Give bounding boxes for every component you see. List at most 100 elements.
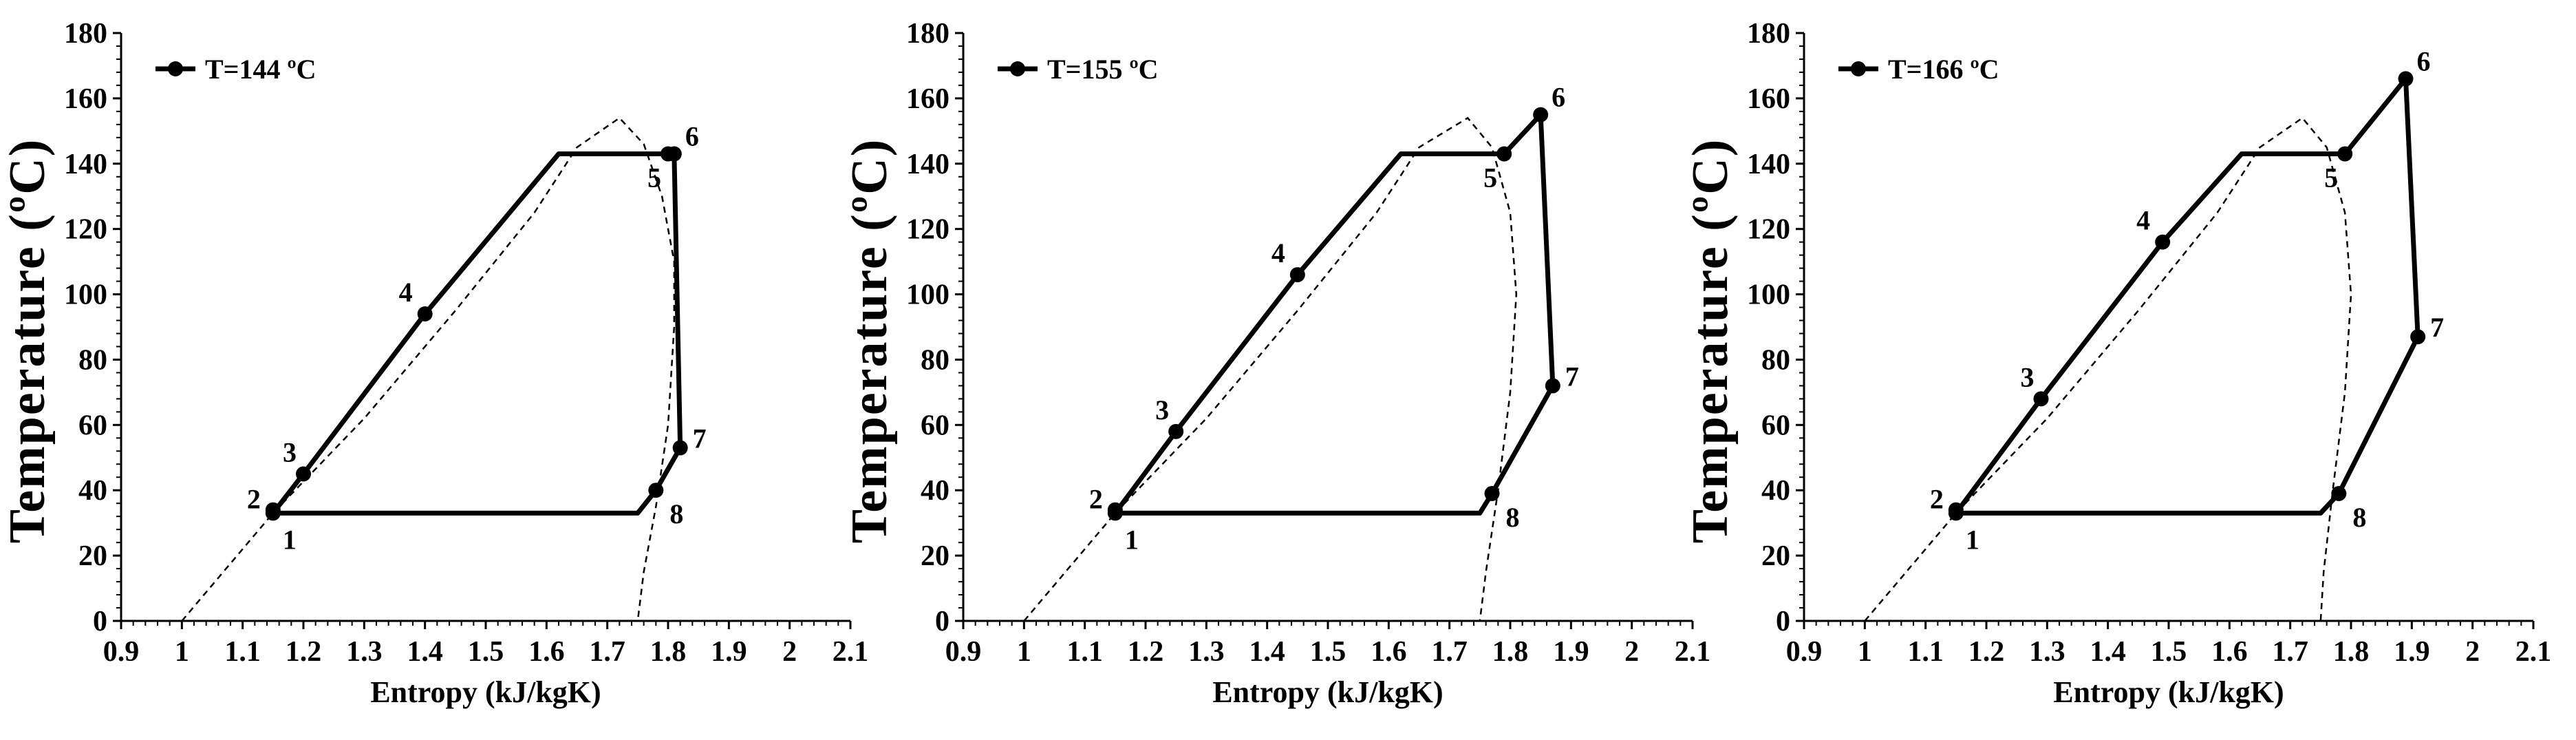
state-point-label-7: 7 (2430, 312, 2444, 343)
cycle-line (271, 151, 683, 516)
x-tick-label: 1.1 (224, 636, 261, 668)
y-tick-label: 40 (921, 475, 949, 507)
state-point-label-7: 7 (693, 423, 707, 454)
legend-text: T=144 ºC (205, 54, 316, 85)
legend-text: T=155 ºC (1047, 54, 1159, 85)
y-tick-label: 20 (921, 540, 949, 572)
state-point-6 (1533, 107, 1549, 123)
state-point-label-3: 3 (283, 437, 297, 468)
state-point-label-2: 2 (1930, 484, 1944, 515)
cycle-line (1954, 76, 2421, 516)
state-point-7 (1545, 378, 1560, 394)
legend-text: T=166 ºC (1888, 54, 1999, 85)
y-tick-label: 40 (78, 475, 107, 507)
state-point-label-3: 3 (1155, 394, 1169, 425)
state-point-4 (1289, 267, 1305, 283)
state-point-label-8: 8 (1506, 502, 1520, 533)
state-point-6 (666, 146, 682, 162)
state-point-label-4: 4 (1271, 237, 1285, 268)
state-point-5 (1496, 146, 1512, 162)
x-tick-label: 2.1 (833, 636, 869, 668)
state-point-4 (2155, 234, 2171, 250)
x-tick-label: 1.4 (407, 636, 443, 668)
chart-panel-2: 0 20 40 60 80 100 120 140 160 180 0.9 1 1.1 1.2 1.3 1.4… (841, 18, 1710, 709)
y-tick-label: 100 (1747, 279, 1790, 311)
cycle-line (1113, 112, 1556, 516)
legend-marker (168, 61, 183, 76)
legend-marker (1010, 61, 1025, 76)
x-tick-label: 1.5 (1310, 636, 1346, 668)
y-tick-label: 140 (906, 149, 949, 180)
x-tick-label: 1.8 (1492, 636, 1529, 668)
x-tick-label: 1.8 (2333, 636, 2370, 668)
state-point-7 (2410, 329, 2426, 345)
state-point-8 (2331, 485, 2347, 501)
y-tick-label: 120 (1747, 214, 1790, 246)
state-point-label-1: 1 (1966, 524, 1979, 555)
x-tick-label: 1.9 (711, 636, 747, 668)
legend-marker (1851, 61, 1866, 76)
y-tick-label: 20 (78, 540, 107, 572)
chart-panel-3: 0 20 40 60 80 100 120 140 160 180 0.9 1 1.1 1.2 1.3 1.4… (1682, 18, 2551, 709)
state-point-3 (2033, 391, 2049, 407)
state-point-label-8: 8 (2352, 502, 2366, 533)
state-point-7 (672, 440, 688, 456)
x-tick-label: 1.2 (1128, 636, 1164, 668)
x-tick-label: 1.1 (1066, 636, 1103, 668)
x-tick-label: 1 (1858, 636, 1872, 668)
state-point-3 (296, 466, 311, 482)
state-point-label-8: 8 (669, 498, 683, 529)
y-tick-label: 80 (1761, 344, 1790, 376)
y-tick-label: 60 (1761, 410, 1790, 441)
x-tick-label: 1.3 (1188, 636, 1225, 668)
state-point-label-4: 4 (2136, 205, 2150, 236)
x-tick-label: 1.7 (589, 636, 625, 668)
x-tick-label: 1.7 (1431, 636, 1468, 668)
y-tick-label: 120 (906, 214, 949, 246)
x-tick-label: 1.6 (528, 636, 565, 668)
state-point-label-6: 6 (685, 121, 699, 152)
y-tick-label: 120 (64, 214, 107, 246)
x-tick-label: 0.9 (1786, 636, 1823, 668)
y-tick-label: 160 (1747, 83, 1790, 115)
x-tick-label: 1.2 (1968, 636, 2005, 668)
y-tick-label: 60 (921, 410, 949, 441)
x-tick-label: 1.1 (1907, 636, 1944, 668)
x-tick-label: 1.3 (346, 636, 383, 668)
y-tick-label: 40 (1761, 475, 1790, 507)
state-point-label-2: 2 (247, 484, 261, 515)
state-point-4 (417, 306, 433, 322)
x-tick-label: 1.4 (1249, 636, 1285, 668)
y-tick-label: 20 (1761, 540, 1790, 572)
x-tick-label: 0.9 (103, 636, 140, 668)
state-point-label-5: 5 (647, 162, 661, 193)
x-tick-label: 2 (1624, 636, 1639, 668)
state-point-label-6: 6 (1552, 82, 1565, 113)
x-tick-label: 1.7 (2272, 636, 2308, 668)
x-tick-label: 1.5 (468, 636, 504, 668)
state-point-label-3: 3 (2021, 361, 2035, 392)
y-axis-title: Temperature (ºC) (1682, 138, 1739, 544)
y-tick-label: 160 (906, 83, 949, 115)
y-tick-label: 100 (64, 279, 107, 311)
y-tick-label: 140 (1747, 149, 1790, 180)
state-point-2 (265, 502, 281, 518)
y-tick-label: 180 (906, 18, 949, 50)
state-point-label-1: 1 (1125, 524, 1139, 555)
x-tick-label: 1.2 (286, 636, 322, 668)
y-tick-label: 0 (935, 606, 949, 637)
x-tick-label: 1.9 (1553, 636, 1589, 668)
state-point-label-4: 4 (399, 277, 413, 308)
state-point-2 (1948, 502, 1964, 518)
state-point-label-5: 5 (2324, 162, 2338, 193)
x-axis-title: Entropy (kJ/kgK) (370, 675, 601, 709)
state-point-8 (1484, 485, 1500, 501)
y-axis-title: Temperature (ºC) (0, 138, 56, 544)
x-tick-label: 1.3 (2029, 636, 2065, 668)
state-point-label-2: 2 (1089, 484, 1103, 515)
x-tick-label: 1 (1017, 636, 1031, 668)
y-tick-label: 180 (1747, 18, 1790, 50)
x-axis-title: Entropy (kJ/kgK) (1212, 675, 1443, 709)
x-tick-label: 1.9 (2394, 636, 2430, 668)
